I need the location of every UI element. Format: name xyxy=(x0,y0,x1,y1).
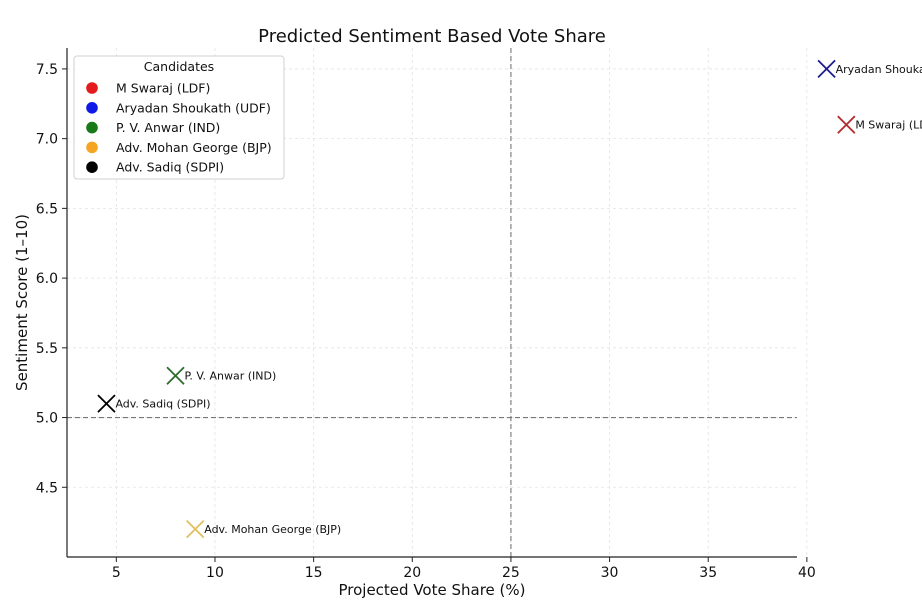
x-tick-label: 40 xyxy=(798,565,816,581)
x-tick-label: 35 xyxy=(699,565,717,581)
data-point-stroke xyxy=(186,519,205,539)
data-point xyxy=(166,366,185,385)
legend-marker xyxy=(86,82,98,94)
x-tick-label: 10 xyxy=(206,565,224,581)
y-tick-label: 5.5 xyxy=(36,341,58,357)
legend-marker xyxy=(86,102,98,114)
y-tick-label: 6.5 xyxy=(36,201,58,217)
data-point-stroke xyxy=(837,115,856,134)
point-label: P. V. Anwar (IND) xyxy=(185,370,277,383)
axes xyxy=(66,48,797,558)
legend-marker xyxy=(86,141,98,154)
legend-label: Adv. Sadiq (SDPI) xyxy=(116,160,224,175)
legend-box xyxy=(73,55,285,180)
y-tick-label: 4.5 xyxy=(36,480,58,496)
legend-label: P. V. Anwar (IND) xyxy=(116,120,220,135)
legend-marker xyxy=(86,161,98,173)
chart-title: Predicted Sentiment Based Vote Share xyxy=(258,26,606,47)
x-tick-label: 20 xyxy=(403,565,421,581)
reference-lines xyxy=(67,48,797,557)
data-point xyxy=(837,115,856,134)
y-tick-label: 5.0 xyxy=(36,411,58,427)
legend: Candidates M Swaraj (LDF) Aryadan Shoukath… xyxy=(73,55,285,180)
data-points xyxy=(97,59,856,539)
data-point-stroke xyxy=(817,59,836,79)
legend-marker xyxy=(86,121,98,134)
point-label: Aryadan Shoukath (UDF) xyxy=(836,63,922,76)
legend-label: Adv. Mohan George (BJP) xyxy=(116,140,272,155)
y-tick-label: 7.0 xyxy=(36,132,58,148)
legend-label: Aryadan Shoukath (UDF) xyxy=(116,100,271,115)
data-point xyxy=(817,59,836,79)
y-tick-label: 6.0 xyxy=(36,271,58,287)
x-tick-label: 15 xyxy=(305,565,323,581)
tick-labels: 5 10 15 20 25 30 35 40 4.5 5.0 5.5 6.0 6.5 7.0 7.5 xyxy=(36,62,816,581)
legend-label: M Swaraj (LDF) xyxy=(116,81,210,96)
point-label: Adv. Mohan George (BJP) xyxy=(204,523,341,536)
point-labels: M Swaraj (LDF) Aryadan Shoukath (UDF) P. V… xyxy=(115,63,922,536)
data-point xyxy=(97,394,116,413)
point-label: Adv. Sadiq (SDPI) xyxy=(115,398,210,411)
data-point-stroke xyxy=(97,394,116,413)
x-tick-label: 30 xyxy=(601,565,619,581)
point-label: M Swaraj (LDF) xyxy=(855,119,922,132)
y-tick-label: 7.5 xyxy=(36,62,58,78)
x-tick-label: 5 xyxy=(112,565,121,581)
data-point-stroke xyxy=(166,366,185,385)
legend-title: Candidates xyxy=(144,59,214,74)
x-axis-label: Projected Vote Share (%) xyxy=(338,581,525,599)
x-tick-label: 25 xyxy=(502,565,520,581)
data-point xyxy=(186,519,205,539)
y-axis-label: Sentiment Score (1–10) xyxy=(13,214,31,391)
